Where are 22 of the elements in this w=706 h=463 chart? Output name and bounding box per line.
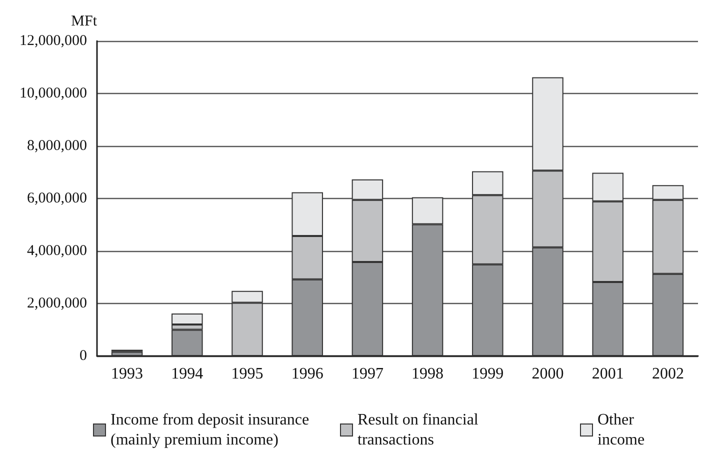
y-tick-label: 2,000,000 bbox=[27, 296, 87, 312]
legend-label: Income from deposit insurance (mainly premium income) bbox=[110, 412, 314, 448]
legend-label: Other income bbox=[598, 412, 645, 448]
x-tick-label: 1998 bbox=[412, 366, 444, 382]
y-axis-title: MFt bbox=[71, 14, 98, 30]
x-tick-label: 1999 bbox=[472, 366, 504, 382]
x-tick-label: 2000 bbox=[532, 366, 564, 382]
x-tick-label: 2001 bbox=[592, 366, 624, 382]
x-tick-label: 1994 bbox=[171, 366, 204, 382]
x-tick-label: 1997 bbox=[351, 366, 384, 382]
bar bbox=[111, 352, 143, 356]
y-tick-label: 12,000,000 bbox=[20, 33, 87, 49]
y-tick-label: 4,000,000 bbox=[27, 243, 87, 259]
x-tick-label: 1996 bbox=[291, 366, 324, 382]
x-tick-label: 1993 bbox=[111, 366, 144, 382]
y-tick-label: 8,000,000 bbox=[27, 138, 87, 154]
x-tick-label: 1995 bbox=[231, 366, 264, 382]
y-tick-label: 10,000,000 bbox=[20, 86, 87, 102]
x-tick-label: 2002 bbox=[652, 366, 684, 382]
y-tick-label: 0 bbox=[80, 348, 87, 364]
y-tick-label: 6,000,000 bbox=[27, 190, 87, 206]
legend-label: Result on financial transactions bbox=[358, 412, 482, 448]
